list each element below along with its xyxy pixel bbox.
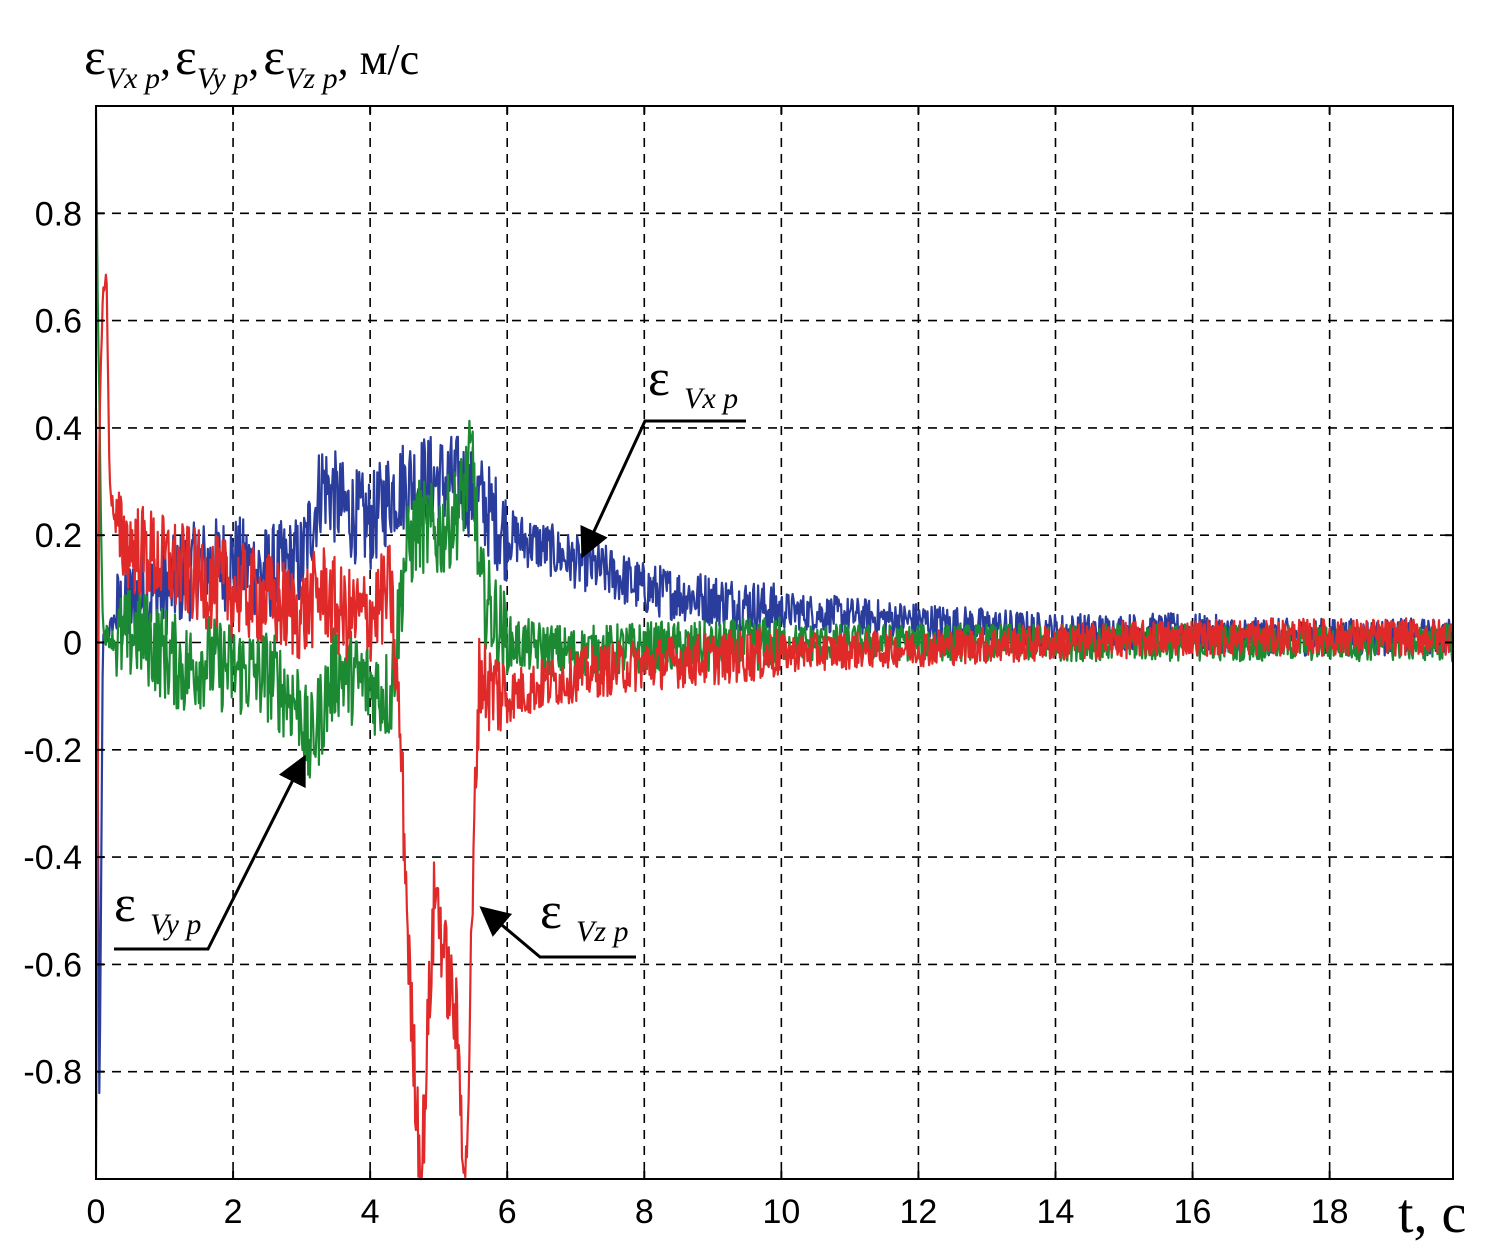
- annotation-vx-leader: [580, 419, 746, 559]
- x-tick-label-2: 4: [361, 1193, 380, 1231]
- series-group: [94, 109, 1455, 1181]
- annotation-vz: ε Vz p: [479, 883, 636, 959]
- x-tick-label-8: 16: [1174, 1193, 1212, 1231]
- y-tick-label-7: -0.6: [23, 946, 82, 984]
- y-tick-label-5: -0.2: [23, 732, 82, 770]
- annotation-vy-leader: [114, 754, 306, 951]
- x-tick-label-7: 14: [1037, 1193, 1075, 1231]
- annotation-vz-leader: [479, 906, 636, 959]
- ylabel-sub-y: Vy p: [196, 62, 249, 95]
- annotation-vx-sub: Vx p: [684, 382, 738, 415]
- ylabel-sub-z: Vz p: [285, 62, 338, 95]
- annotation-vz-sub: Vz p: [576, 915, 629, 948]
- x-tick-label-4: 8: [635, 1193, 654, 1231]
- series-line-0: [94, 408, 1454, 1095]
- y-axis-label: εVx p, εVy p, εVz p, м/с: [84, 28, 420, 95]
- y-tick-label-1: 0.6: [35, 303, 82, 341]
- ticks: 0 2 4 6 8 10 12 14 16 18 0.8 0.6 0.4 0.2 0 -0.2 -0.4 -0.6…: [23, 106, 1453, 1231]
- ylabel-sep-1: ,: [159, 35, 171, 84]
- ylabel-sub-x: Vx p: [105, 62, 160, 95]
- annotation-vx-eps: ε: [648, 350, 670, 407]
- y-tick-label-0: 0.8: [35, 195, 82, 233]
- annotation-vx: ε Vx p: [580, 350, 746, 559]
- y-tick-label-2: 0.4: [35, 410, 82, 448]
- x-tick-label-6: 12: [900, 1193, 938, 1231]
- series-line-2: [94, 273, 1454, 1181]
- y-tick-label-8: -0.8: [23, 1054, 82, 1092]
- ylabel-eps-2: ε: [174, 29, 197, 86]
- series-line-1: [94, 109, 1455, 779]
- annotation-vy: ε Vy p: [114, 754, 306, 951]
- annotation-vy-eps: ε: [114, 876, 136, 933]
- x-tick-label-1: 2: [224, 1193, 243, 1231]
- ylabel-eps-3: ε: [263, 29, 286, 86]
- annotation-vz-eps: ε: [540, 883, 562, 940]
- ylabel-sep-2: ,: [248, 35, 260, 84]
- annotation-vy-sub: Vy p: [150, 908, 201, 941]
- x-tick-label-5: 10: [762, 1193, 800, 1231]
- y-tick-label-4: 0: [63, 625, 82, 663]
- ylabel-eps-1: ε: [84, 29, 106, 86]
- x-tick-label-9: 18: [1311, 1193, 1349, 1231]
- ylabel-unit: , м/с: [337, 35, 420, 84]
- y-tick-label-3: 0.2: [35, 517, 82, 555]
- x-tick-label-3: 6: [498, 1193, 517, 1231]
- y-tick-label-6: -0.4: [23, 839, 82, 877]
- x-axis-label: t, c: [1398, 1183, 1466, 1245]
- x-tick-label-0: 0: [87, 1193, 106, 1231]
